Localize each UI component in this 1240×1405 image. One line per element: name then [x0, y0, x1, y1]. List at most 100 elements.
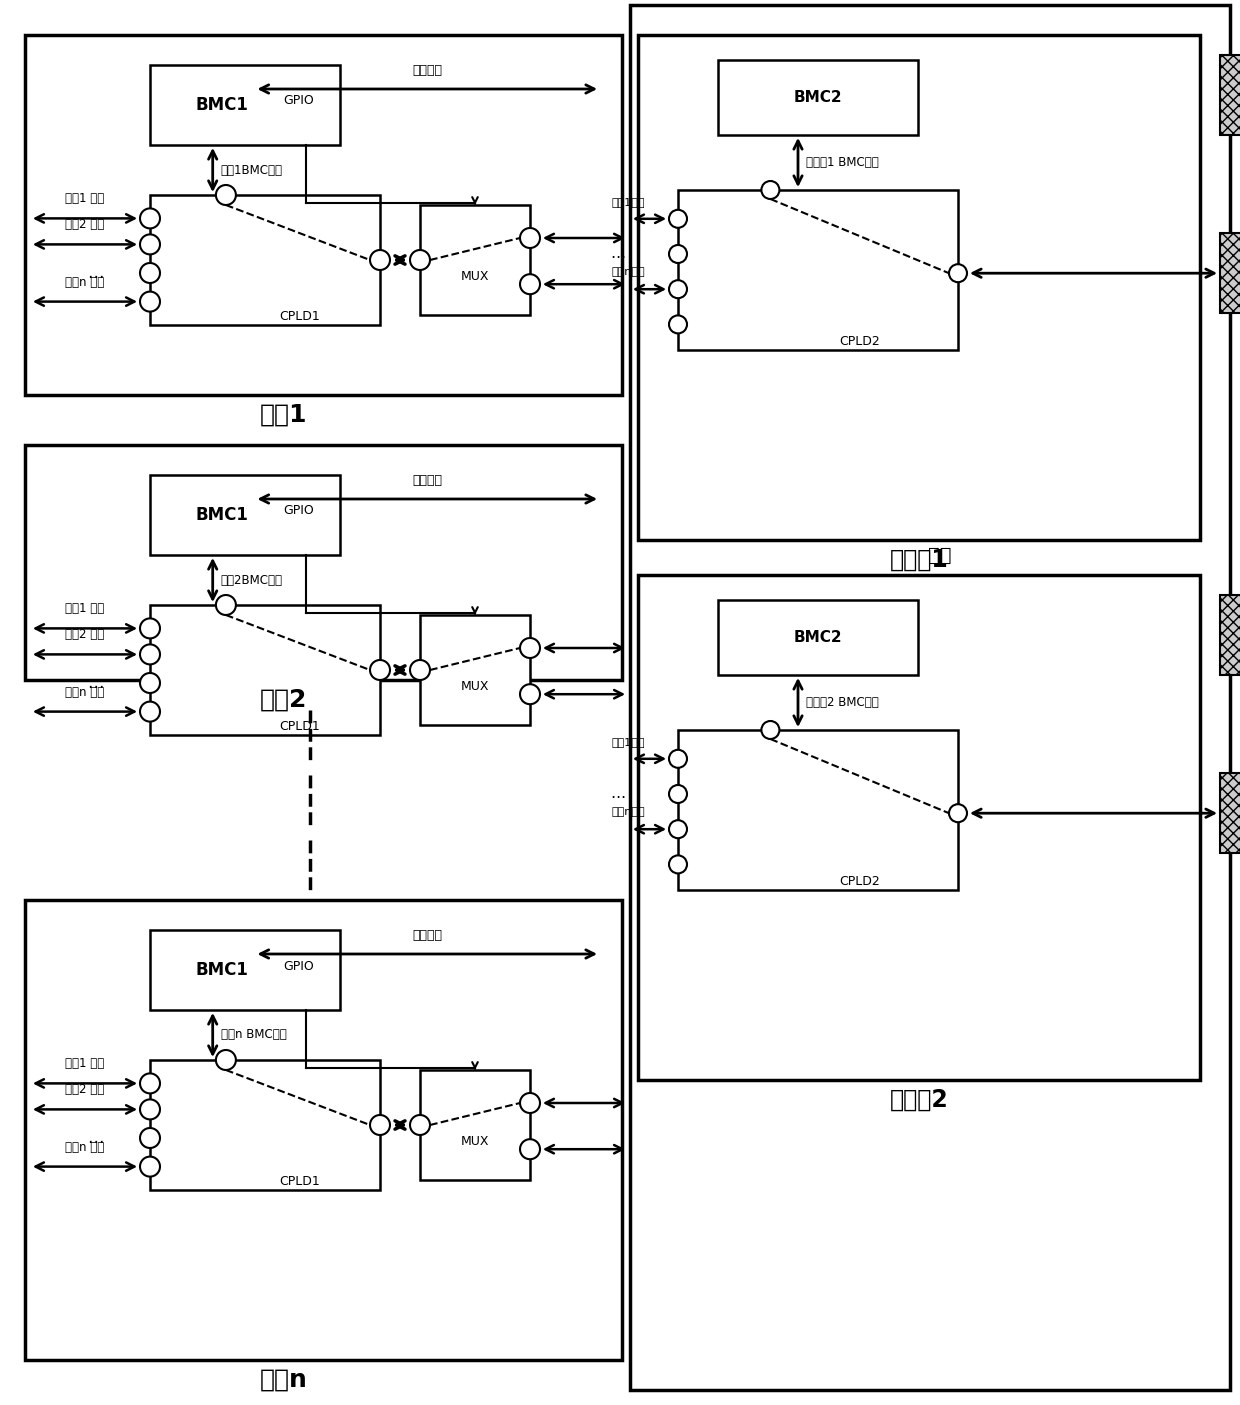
Text: BMC2: BMC2 — [794, 90, 842, 105]
Circle shape — [670, 244, 687, 263]
Text: 背板: 背板 — [929, 545, 952, 565]
Circle shape — [216, 594, 236, 615]
Text: …: … — [610, 787, 625, 801]
Text: BMC1: BMC1 — [196, 506, 249, 524]
Circle shape — [410, 660, 430, 680]
Circle shape — [216, 185, 236, 205]
Text: 网络通道: 网络通道 — [412, 473, 443, 488]
Text: 设备n 串口: 设备n 串口 — [66, 1141, 104, 1154]
Text: CPLD2: CPLD2 — [839, 334, 880, 348]
Text: 网络通道: 网络通道 — [412, 65, 443, 77]
Text: 节点n串口: 节点n串口 — [611, 808, 645, 818]
Circle shape — [140, 208, 160, 229]
Circle shape — [520, 228, 539, 249]
Bar — [639, 575, 1200, 1080]
Circle shape — [670, 209, 687, 228]
Bar — [718, 600, 918, 674]
Text: CPLD2: CPLD2 — [839, 875, 880, 888]
Circle shape — [140, 1128, 160, 1148]
Circle shape — [140, 292, 160, 312]
Text: GPIO: GPIO — [283, 504, 314, 517]
Text: 节点1串口: 节点1串口 — [611, 197, 645, 207]
Circle shape — [370, 250, 391, 270]
Circle shape — [140, 1073, 160, 1093]
Bar — [150, 65, 340, 145]
Text: 设备1 串口: 设备1 串口 — [66, 603, 104, 615]
Text: 设备n 串口: 设备n 串口 — [66, 686, 104, 698]
Text: 节点2: 节点2 — [260, 688, 308, 712]
Bar — [25, 445, 622, 680]
Circle shape — [761, 721, 780, 739]
Text: CPLD1: CPLD1 — [279, 719, 320, 733]
Bar — [150, 1059, 379, 1190]
Circle shape — [140, 645, 160, 665]
Circle shape — [370, 660, 391, 680]
Bar — [420, 615, 529, 725]
Text: 管理板2: 管理板2 — [889, 1087, 949, 1111]
Text: 设备1 串口: 设备1 串口 — [66, 1058, 104, 1071]
Bar — [420, 1071, 529, 1180]
Bar — [150, 930, 340, 1010]
Text: 设备n 串口: 设备n 串口 — [66, 275, 104, 288]
Bar — [718, 60, 918, 135]
Text: 管理板1: 管理板1 — [889, 548, 949, 572]
Text: 节点1: 节点1 — [259, 403, 308, 427]
Text: CPLD1: CPLD1 — [279, 311, 320, 323]
Text: 设备2 串口: 设备2 串口 — [66, 1083, 104, 1096]
Text: MUX: MUX — [461, 270, 490, 282]
Circle shape — [520, 638, 539, 658]
Text: 管理板1 BMC串口: 管理板1 BMC串口 — [806, 156, 879, 169]
Bar — [1220, 594, 1240, 674]
Bar — [1220, 55, 1240, 135]
Bar — [25, 901, 622, 1360]
Bar — [420, 205, 529, 315]
Text: 节点n串口: 节点n串口 — [611, 267, 645, 277]
Circle shape — [761, 181, 780, 200]
Circle shape — [140, 263, 160, 282]
Circle shape — [520, 1093, 539, 1113]
Circle shape — [670, 280, 687, 298]
Circle shape — [670, 315, 687, 333]
Text: BMC1: BMC1 — [196, 96, 249, 114]
Circle shape — [949, 804, 967, 822]
Circle shape — [670, 856, 687, 874]
Text: …: … — [610, 246, 625, 261]
Circle shape — [140, 1099, 160, 1120]
Bar — [1220, 233, 1240, 313]
Circle shape — [410, 1116, 430, 1135]
Text: 设备2 串口: 设备2 串口 — [66, 218, 104, 232]
Text: 节点1BMC串口: 节点1BMC串口 — [221, 163, 283, 177]
Text: GPIO: GPIO — [283, 960, 314, 972]
Bar — [150, 195, 379, 325]
Text: 节点1串口: 节点1串口 — [611, 736, 645, 747]
Circle shape — [140, 1156, 160, 1176]
Circle shape — [140, 701, 160, 722]
Text: …: … — [87, 1130, 103, 1146]
Text: 设备1 串口: 设备1 串口 — [66, 192, 104, 205]
Text: 节点n BMC串口: 节点n BMC串口 — [221, 1028, 286, 1041]
Text: 网络通道: 网络通道 — [412, 929, 443, 941]
Bar — [25, 35, 622, 395]
Circle shape — [520, 684, 539, 704]
Circle shape — [140, 235, 160, 254]
Text: MUX: MUX — [461, 680, 490, 693]
Circle shape — [670, 821, 687, 839]
Text: 节点2BMC串口: 节点2BMC串口 — [221, 573, 283, 586]
Text: 管理板2 BMC串口: 管理板2 BMC串口 — [806, 695, 879, 710]
Circle shape — [410, 250, 430, 270]
Bar — [150, 475, 340, 555]
Text: 设备2 串口: 设备2 串口 — [66, 628, 104, 642]
Circle shape — [140, 673, 160, 693]
Circle shape — [949, 264, 967, 282]
Text: 节点n: 节点n — [259, 1368, 308, 1392]
Bar — [639, 35, 1200, 540]
Text: …: … — [87, 674, 103, 693]
Circle shape — [370, 1116, 391, 1135]
Text: BMC2: BMC2 — [794, 629, 842, 645]
Bar — [678, 190, 959, 350]
Text: MUX: MUX — [461, 1135, 490, 1148]
Text: CPLD1: CPLD1 — [279, 1175, 320, 1189]
Bar — [678, 731, 959, 889]
Text: …: … — [87, 264, 103, 282]
Text: BMC1: BMC1 — [196, 961, 249, 979]
